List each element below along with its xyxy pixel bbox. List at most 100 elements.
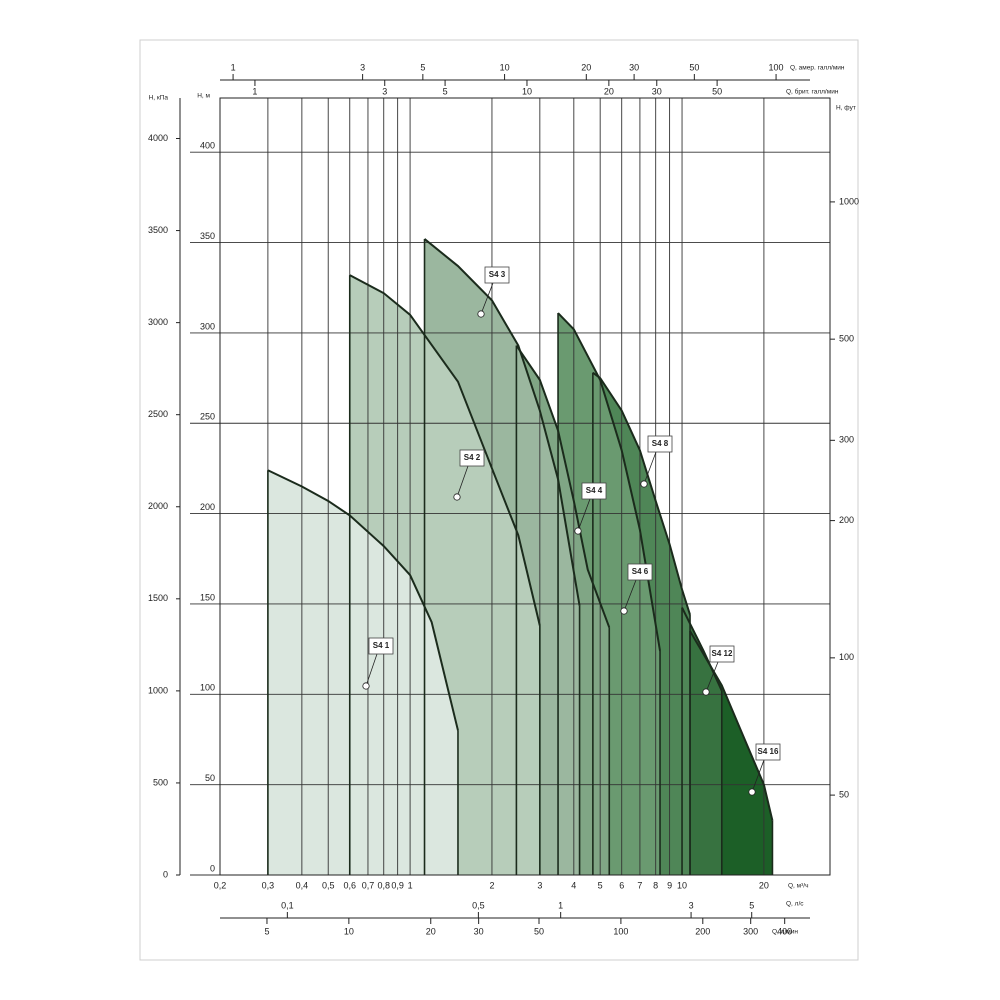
leader-line <box>456 465 469 498</box>
x-tick-label: 0,2 <box>214 880 227 890</box>
secondary-tick-label: 10 <box>344 926 354 936</box>
series-label: S4 2 <box>464 453 481 462</box>
x-tick-label: 20 <box>759 880 769 890</box>
ft-tick-label: 300 <box>839 435 854 445</box>
x-tick-label: 2 <box>489 880 494 890</box>
secondary-tick-label: 0,5 <box>472 900 485 910</box>
leader-line <box>705 661 719 693</box>
secondary-tick-label: 20 <box>581 62 591 72</box>
secondary-tick-label: 5 <box>264 926 269 936</box>
leader-line <box>577 498 591 532</box>
secondary-tick-label: 3 <box>360 62 365 72</box>
secondary-tick-label: 20 <box>604 86 614 96</box>
kpa-axis-label: H, кПа <box>149 95 169 102</box>
label-point <box>702 688 710 696</box>
label-box <box>484 266 510 284</box>
secondary-tick-label: 300 <box>743 926 758 936</box>
x-tick-label: 1 <box>408 880 413 890</box>
kpa-tick-label: 3000 <box>148 317 168 327</box>
secondary-tick-label: 1 <box>558 900 563 910</box>
pump-curve <box>557 312 662 652</box>
secondary-tick-label: 30 <box>474 926 484 936</box>
leader-line <box>751 759 765 793</box>
area-fill <box>682 607 722 875</box>
y-tick-label: 350 <box>200 231 215 241</box>
label-box <box>755 743 781 761</box>
ft-tick-label: 200 <box>839 515 854 525</box>
label-point <box>362 682 370 690</box>
series-label: S4 3 <box>489 270 506 279</box>
kpa-tick-label: 1000 <box>148 685 168 695</box>
secondary-tick-label: 20 <box>426 926 436 936</box>
ft-tick-label: 100 <box>839 652 854 662</box>
label-point <box>748 788 756 796</box>
label-box <box>581 482 607 500</box>
y-tick-label: 300 <box>200 321 215 331</box>
secondary-tick-label: 5 <box>749 900 754 910</box>
x-tick-label: 4 <box>571 880 576 890</box>
y-tick-label: 250 <box>200 412 215 422</box>
secondary-tick-label: 1 <box>252 86 257 96</box>
x-tick-label: 6 <box>619 880 624 890</box>
pump-curve <box>349 274 541 626</box>
secondary-tick-label: 400 <box>777 926 792 936</box>
pump-curve <box>515 344 611 628</box>
secondary-tick-label: 50 <box>689 62 699 72</box>
secondary-tick-label: 200 <box>695 926 710 936</box>
ft-tick-label: 1000 <box>839 196 859 206</box>
secondary-tick-label: 50 <box>712 86 722 96</box>
plot-frame <box>219 97 831 876</box>
secondary-tick-label: 3 <box>382 86 387 96</box>
secondary-tick-label: 100 <box>769 62 784 72</box>
secondary-axis-label: Q, л/с <box>786 901 804 908</box>
y-tick-label: 0 <box>210 863 215 873</box>
x-tick-label: 5 <box>598 880 603 890</box>
ft-axis-label: H, фут <box>836 105 856 112</box>
secondary-tick-label: 5 <box>420 62 425 72</box>
kpa-tick-label: 1500 <box>148 593 168 603</box>
leader-line <box>643 451 657 485</box>
series-label: S4 8 <box>652 439 669 448</box>
secondary-axis-label: Q, амер. галл/мин <box>790 65 845 72</box>
secondary-tick-label: 5 <box>443 86 448 96</box>
kpa-tick-label: 4000 <box>148 133 168 143</box>
x-tick-label: 0,6 <box>343 880 356 890</box>
y-tick-label: 50 <box>205 773 215 783</box>
label-box <box>459 449 485 467</box>
secondary-tick-label: 30 <box>652 86 662 96</box>
ft-tick-label: 50 <box>839 789 849 799</box>
pump-curve <box>423 238 581 606</box>
secondary-axis-label: Q, брит. галл/мин <box>786 88 839 96</box>
x-tick-label: 0,8 <box>377 880 390 890</box>
kpa-tick-label: 0 <box>163 869 168 879</box>
x-tick-label: 9 <box>667 880 672 890</box>
label-point <box>574 527 582 535</box>
x-tick-label: 0,4 <box>296 880 309 890</box>
pump-curve <box>267 469 459 731</box>
label-point <box>620 607 628 615</box>
y-tick-label: 400 <box>200 141 215 151</box>
series-label: S4 12 <box>712 649 733 658</box>
series-label: S4 6 <box>632 567 649 576</box>
label-box <box>368 637 394 655</box>
kpa-tick-label: 3500 <box>148 225 168 235</box>
secondary-tick-label: 1 <box>231 62 236 72</box>
secondary-tick-label: 100 <box>613 926 628 936</box>
secondary-tick-label: 30 <box>629 62 639 72</box>
x-tick-label: 0,7 <box>362 880 375 890</box>
curves: S4 1 S4 2 S4 3 S4 4 S4 6 S4 8 S4 12 S4 16 <box>267 238 781 875</box>
ft-tick-label: 500 <box>839 334 854 344</box>
leader-line <box>623 579 637 612</box>
pump-curve <box>681 607 723 692</box>
x-tick-label: 0,5 <box>322 880 335 890</box>
secondary-tick-label: 50 <box>534 926 544 936</box>
x-axis-label: Q, м³/ч <box>788 883 809 890</box>
series-label: S4 4 <box>586 486 603 495</box>
x-tick-label: 0,3 <box>262 880 275 890</box>
leader-line <box>480 282 494 315</box>
secondary-tick-label: 10 <box>522 86 532 96</box>
leader-line <box>365 653 378 687</box>
secondary-axis-label: Q, л/мин <box>772 929 798 936</box>
label-point <box>477 310 485 318</box>
label-box <box>647 435 673 453</box>
